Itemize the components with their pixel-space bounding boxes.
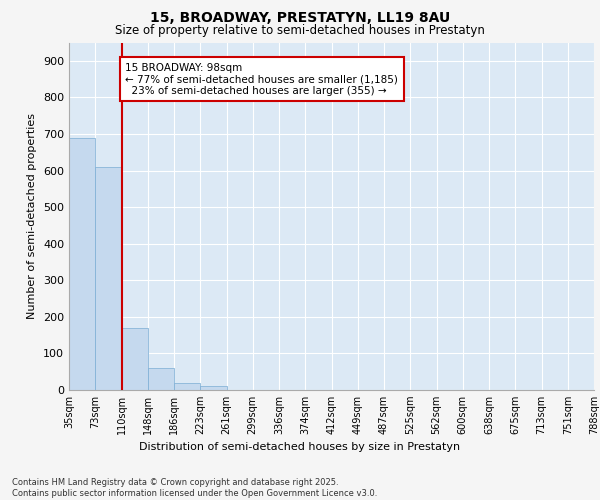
Text: 15, BROADWAY, PRESTATYN, LL19 8AU: 15, BROADWAY, PRESTATYN, LL19 8AU: [150, 11, 450, 25]
Bar: [200, 386, 227, 390]
Y-axis label: Number of semi-detached properties: Number of semi-detached properties: [28, 114, 37, 320]
Text: Size of property relative to semi-detached houses in Prestatyn: Size of property relative to semi-detach…: [115, 24, 485, 37]
Bar: [69, 138, 95, 390]
Bar: [121, 328, 148, 390]
Bar: [174, 382, 200, 390]
Bar: [95, 167, 121, 390]
Text: Distribution of semi-detached houses by size in Prestatyn: Distribution of semi-detached houses by …: [139, 442, 461, 452]
Text: Contains HM Land Registry data © Crown copyright and database right 2025.
Contai: Contains HM Land Registry data © Crown c…: [12, 478, 377, 498]
Bar: [148, 368, 174, 390]
Text: 15 BROADWAY: 98sqm
← 77% of semi-detached houses are smaller (1,185)
  23% of se: 15 BROADWAY: 98sqm ← 77% of semi-detache…: [125, 62, 398, 96]
